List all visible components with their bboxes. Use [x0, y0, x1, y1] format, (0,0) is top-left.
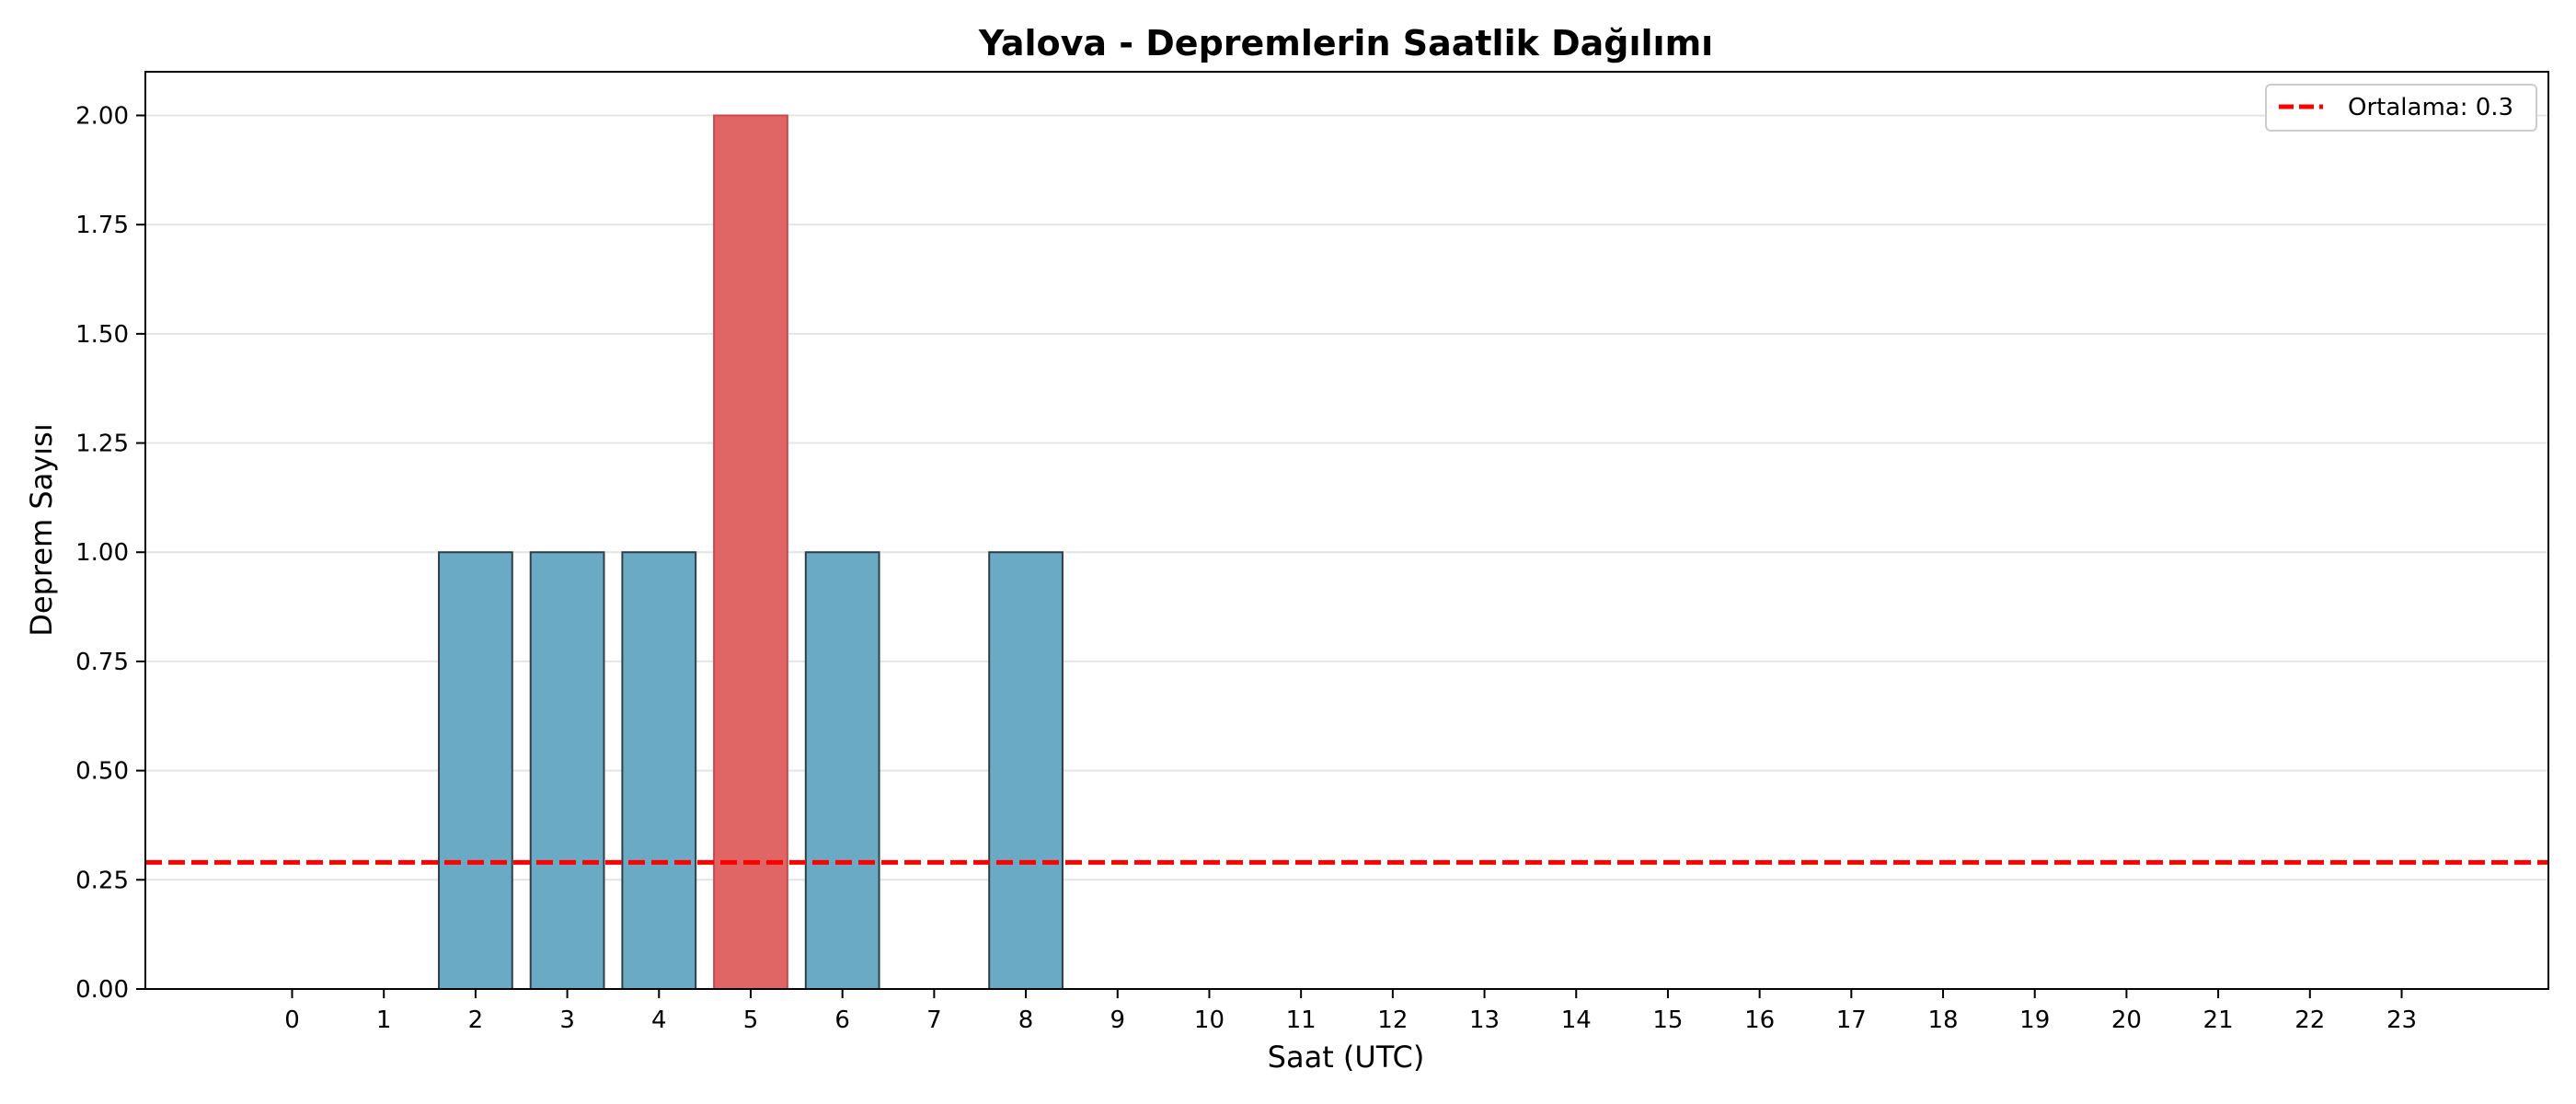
x-tick-label: 18: [1927, 1006, 1958, 1034]
plot-frame: [144, 71, 2549, 990]
legend: Ortalama: 0.3: [2265, 84, 2537, 132]
x-tick-label: 21: [2203, 1006, 2234, 1034]
y-axis-label: Deprem Sayısı: [24, 423, 59, 636]
bar-hour-5: [713, 114, 788, 990]
legend-box: [2265, 84, 2537, 132]
x-tick-label: 7: [926, 1006, 942, 1034]
x-tick-label: 22: [2294, 1006, 2325, 1034]
chart-title: Yalova - Depremlerin Saatlik Dağılımı: [978, 23, 1713, 63]
x-tick-label: 1: [376, 1006, 392, 1034]
bar-hour-2: [438, 551, 513, 990]
x-tick-label: 19: [2019, 1006, 2050, 1034]
y-tick-label: 1.50: [75, 321, 129, 349]
bar-hour-3: [529, 551, 605, 990]
y-tick-label: 1.00: [75, 539, 129, 567]
bar-hour-6: [804, 551, 880, 990]
x-axis-ticks: 0 1 2 3 4 5 6 7 8 9 10 11 12 13 14 15 16 17 18 19 20 21 22 23: [284, 989, 2417, 1034]
x-tick-label: 9: [1110, 1006, 1125, 1034]
legend-label: Ortalama: 0.3: [2348, 94, 2513, 121]
x-tick-label: 13: [1469, 1006, 1500, 1034]
x-tick-label: 0: [284, 1006, 300, 1034]
x-tick-label: 15: [1652, 1006, 1683, 1034]
bars: [438, 114, 1064, 990]
y-tick-label: 1.75: [75, 212, 129, 239]
y-tick-label: 0.25: [75, 867, 129, 894]
x-tick-label: 4: [651, 1006, 667, 1034]
bar-hour-8: [988, 551, 1064, 990]
y-tick-label: 1.25: [75, 431, 129, 458]
x-tick-label: 17: [1836, 1006, 1867, 1034]
x-tick-label: 10: [1194, 1006, 1225, 1034]
bar-hour-4: [621, 551, 697, 990]
x-tick-label: 3: [559, 1006, 575, 1034]
x-tick-label: 20: [2111, 1006, 2142, 1034]
x-tick-label: 12: [1377, 1006, 1408, 1034]
y-tick-label: 2.00: [75, 102, 129, 130]
x-tick-label: 6: [834, 1006, 850, 1034]
y-axis-ticks: 0.00 0.25 0.50 0.75 1.00 1.25 1.50 1.75 2.00: [75, 102, 145, 1004]
x-tick-label: 16: [1744, 1006, 1775, 1034]
x-tick-label: 11: [1286, 1006, 1317, 1034]
x-tick-label: 23: [2386, 1006, 2417, 1034]
x-tick-label: 2: [468, 1006, 484, 1034]
x-axis-label: Saat (UTC): [1268, 1040, 1425, 1075]
y-tick-label: 0.00: [75, 976, 129, 1004]
x-tick-label: 14: [1561, 1006, 1592, 1034]
y-tick-label: 0.75: [75, 649, 129, 676]
x-tick-label: 8: [1018, 1006, 1034, 1034]
x-tick-label: 5: [743, 1006, 759, 1034]
y-tick-label: 0.50: [75, 758, 129, 786]
